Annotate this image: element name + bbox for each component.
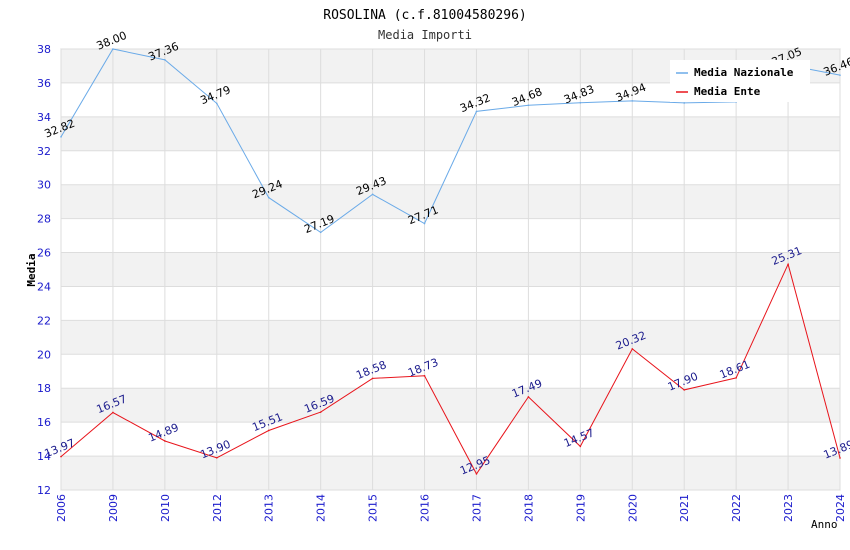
data-point [787, 263, 789, 266]
y-tick-label: 18 [37, 382, 51, 395]
legend-background [670, 60, 810, 102]
x-tick-label: 2009 [107, 494, 120, 522]
data-point [423, 375, 426, 377]
y-tick-label: 30 [37, 179, 51, 192]
y-axis-label: Media [25, 253, 38, 286]
data-point [371, 193, 374, 196]
data-point [475, 110, 478, 113]
chart-subtitle: Media Importi [378, 28, 472, 42]
grid-band [61, 388, 840, 423]
data-point [839, 457, 841, 459]
data-point [164, 59, 166, 61]
chart-title: ROSOLINA (c.f.81004580296) [323, 8, 527, 23]
legend-label-ente: Media Ente [694, 85, 761, 98]
grid-band [61, 456, 840, 490]
data-point [164, 440, 166, 442]
y-tick-label: 24 [37, 280, 51, 293]
series-line-nazionale [60, 48, 841, 234]
x-tick-label: 2012 [211, 494, 224, 522]
grid-band [61, 252, 840, 287]
y-tick-label: 22 [37, 314, 51, 327]
grid-band [61, 184, 840, 219]
x-tick-label: 2019 [574, 494, 587, 522]
legend-label-nazionale: Media Nazionale [694, 66, 794, 79]
data-point [631, 100, 634, 102]
legend: Media Nazionale Media Ente [670, 60, 810, 102]
y-tick-label: 12 [37, 484, 51, 497]
data-point [60, 455, 62, 458]
x-tick-label: 2018 [522, 494, 535, 522]
data-point [112, 411, 114, 414]
grid-band [61, 116, 840, 151]
data-point [631, 348, 634, 350]
y-tick-label: 34 [37, 111, 51, 124]
data-point [683, 102, 685, 104]
data-point [423, 222, 426, 225]
grid-band [61, 320, 840, 355]
x-tick-label: 2015 [367, 494, 380, 522]
data-point [319, 411, 322, 413]
data-point [216, 102, 218, 105]
data-point [319, 231, 322, 234]
y-tick-label: 16 [37, 416, 51, 429]
x-tick-label: 2022 [730, 494, 743, 522]
y-tick-label: 38 [37, 43, 51, 56]
data-point [60, 136, 62, 138]
series-line-ente [60, 262, 841, 475]
data-point [475, 473, 478, 475]
y-tick-label: 28 [37, 213, 51, 226]
data-point [683, 389, 685, 391]
x-axis-label: Anno [811, 518, 838, 531]
y-axis: 12 14 16 18 20 22 24 26 28 30 32 34 36 38 [37, 43, 51, 497]
data-point [267, 429, 270, 432]
data-point [527, 104, 530, 107]
data-point [527, 396, 530, 398]
plot-background [60, 48, 841, 491]
x-tick-label: 2017 [470, 494, 483, 522]
x-tick-label: 2020 [626, 494, 639, 522]
y-tick-label: 20 [37, 348, 51, 361]
x-tick-label: 2010 [159, 494, 172, 522]
y-tick-label: 32 [37, 145, 51, 158]
x-tick-label: 2016 [419, 494, 432, 522]
data-point [735, 377, 737, 379]
x-axis: 2006 2009 2010 2012 2013 2014 2015 2016 2017 2018… [55, 494, 847, 522]
data-point [579, 101, 582, 104]
y-tick-label: 14 [37, 450, 51, 463]
x-tick-label: 2021 [678, 494, 691, 522]
data-point [267, 196, 270, 199]
x-tick-label: 2014 [315, 494, 328, 522]
x-tick-label: 2013 [263, 494, 276, 522]
data-point [839, 74, 841, 76]
y-tick-label: 26 [37, 247, 51, 260]
data-point [371, 377, 374, 380]
y-tick-label: 36 [37, 77, 51, 90]
x-tick-label: 2023 [782, 494, 795, 522]
data-point [216, 456, 218, 459]
x-tick-label: 2024 [834, 494, 847, 522]
x-tick-label: 2006 [55, 494, 68, 522]
data-point [112, 48, 114, 50]
series-group [60, 48, 841, 475]
gridlines [60, 48, 841, 491]
data-point [579, 445, 582, 448]
